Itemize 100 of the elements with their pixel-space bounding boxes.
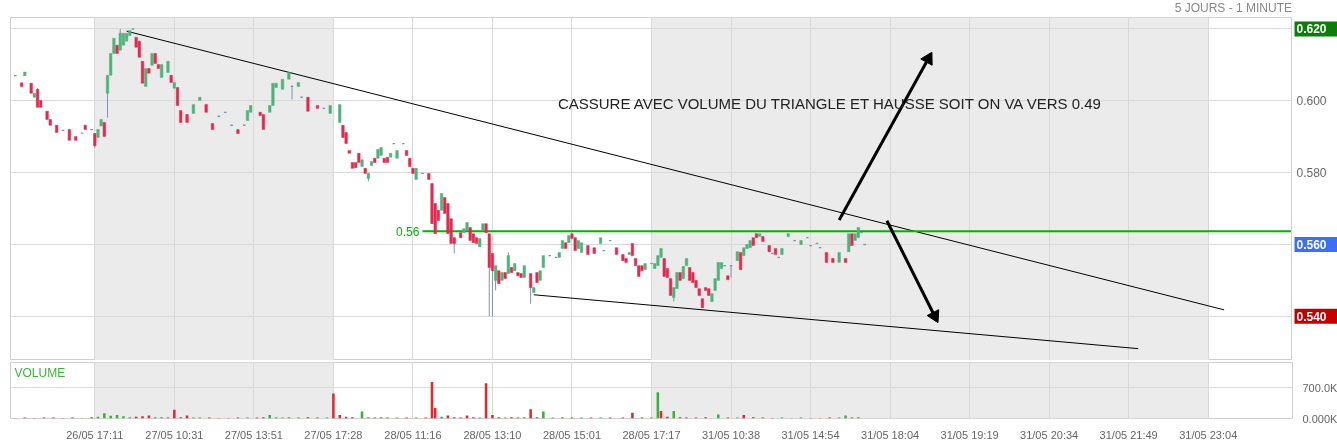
candlestick bbox=[147, 68, 151, 74]
candlestick bbox=[567, 235, 571, 243]
y-tick-label: 700.0K bbox=[1302, 381, 1337, 394]
bar bbox=[717, 414, 720, 419]
candlestick bbox=[67, 129, 71, 141]
x-tick-label: 28/05 11:16 bbox=[384, 428, 442, 441]
candlestick bbox=[510, 267, 514, 273]
candlestick bbox=[83, 125, 87, 130]
candlestick bbox=[296, 82, 300, 87]
candlestick bbox=[172, 82, 176, 89]
candlestick bbox=[862, 243, 867, 246]
candlestick bbox=[166, 61, 170, 73]
candlestick bbox=[280, 79, 285, 90]
candlestick bbox=[742, 247, 746, 256]
candlestick bbox=[519, 273, 523, 278]
candlestick bbox=[579, 242, 584, 253]
candlestick bbox=[405, 150, 409, 156]
candlestick bbox=[160, 64, 164, 78]
candlestick bbox=[792, 239, 797, 242]
candlestick bbox=[74, 136, 78, 141]
x-tick-label: 28/05 17:17 bbox=[622, 428, 681, 441]
candlestick bbox=[761, 236, 765, 242]
candlestick bbox=[89, 128, 94, 131]
bar bbox=[268, 414, 272, 419]
candlestick bbox=[382, 158, 386, 163]
candlestick bbox=[500, 272, 504, 281]
candlestick bbox=[831, 258, 835, 263]
candlestick bbox=[328, 105, 332, 114]
candlestick bbox=[735, 251, 739, 261]
candlestick bbox=[191, 104, 195, 114]
candlestick bbox=[179, 110, 183, 123]
candlestick bbox=[376, 149, 380, 159]
y-tick-label: 0.580 bbox=[1296, 166, 1327, 181]
y-tick-label: 0.540 bbox=[1296, 309, 1327, 324]
candlestick bbox=[707, 288, 711, 296]
candlestick bbox=[465, 222, 469, 231]
candlestick bbox=[96, 129, 100, 138]
candlestick bbox=[370, 161, 374, 166]
candlestick bbox=[643, 263, 647, 270]
candlestick bbox=[576, 240, 580, 249]
candlestick bbox=[847, 233, 851, 252]
candlestick bbox=[118, 28, 122, 51]
candlestick bbox=[144, 68, 148, 87]
x-tick-label: 31/05 18:04 bbox=[861, 428, 920, 441]
candlestick bbox=[29, 82, 33, 94]
candlestick bbox=[153, 53, 157, 64]
x-tick-label: 28/05 15:01 bbox=[542, 428, 602, 441]
candlestick bbox=[150, 53, 154, 66]
candlestick bbox=[261, 114, 265, 130]
bar bbox=[844, 415, 847, 419]
candlestick bbox=[844, 258, 848, 263]
bar bbox=[338, 414, 342, 419]
candlestick bbox=[748, 240, 752, 248]
candlestick bbox=[140, 61, 145, 84]
candlestick bbox=[315, 105, 319, 109]
candlestick bbox=[440, 193, 444, 211]
candlestick bbox=[560, 240, 564, 249]
candlestick bbox=[513, 263, 517, 271]
candlestick bbox=[23, 71, 27, 76]
candlestick bbox=[481, 223, 485, 231]
candlestick bbox=[169, 75, 173, 83]
candlestick bbox=[649, 262, 654, 265]
candlestick bbox=[401, 142, 406, 145]
x-tick-label: 27/05 10:31 bbox=[145, 428, 204, 441]
candlestick bbox=[684, 258, 689, 266]
candlestick bbox=[780, 248, 784, 255]
candlestick bbox=[824, 252, 828, 263]
x-tick-label: 26/05 17:11 bbox=[66, 428, 124, 441]
candlestick bbox=[125, 33, 129, 42]
candlestick bbox=[427, 173, 431, 180]
y-tick-label: 0.560 bbox=[1296, 237, 1327, 252]
y-tick-label: 0.620 bbox=[1296, 22, 1327, 37]
bar bbox=[491, 414, 494, 419]
candlestick bbox=[786, 233, 790, 237]
candlestick bbox=[389, 153, 393, 158]
candlestick bbox=[599, 237, 603, 244]
candlestick bbox=[621, 254, 625, 261]
candlestick bbox=[538, 270, 542, 281]
candlestick bbox=[799, 240, 803, 245]
candlestick bbox=[678, 272, 682, 281]
candlestick bbox=[688, 267, 692, 281]
candlestick bbox=[586, 245, 590, 255]
candlestick bbox=[681, 266, 685, 279]
candlestick bbox=[385, 156, 389, 163]
candlestick bbox=[758, 233, 762, 237]
x-tick-label: 31/05 19:19 bbox=[940, 428, 999, 441]
x-tick-label: 31/05 21:49 bbox=[1099, 428, 1158, 441]
candlestick bbox=[363, 168, 367, 174]
chart-title: VOLUME bbox=[14, 365, 66, 380]
y-tick-label: 0.000K bbox=[1302, 412, 1337, 425]
candlestick bbox=[306, 96, 310, 112]
bar bbox=[141, 416, 144, 419]
candlestick bbox=[774, 248, 778, 255]
candlestick bbox=[850, 233, 854, 246]
bar bbox=[103, 413, 106, 419]
candlestick bbox=[420, 172, 425, 175]
candlestick bbox=[468, 227, 472, 241]
candlestick bbox=[624, 258, 628, 263]
candlestick bbox=[662, 258, 666, 277]
candlestick bbox=[137, 40, 141, 58]
